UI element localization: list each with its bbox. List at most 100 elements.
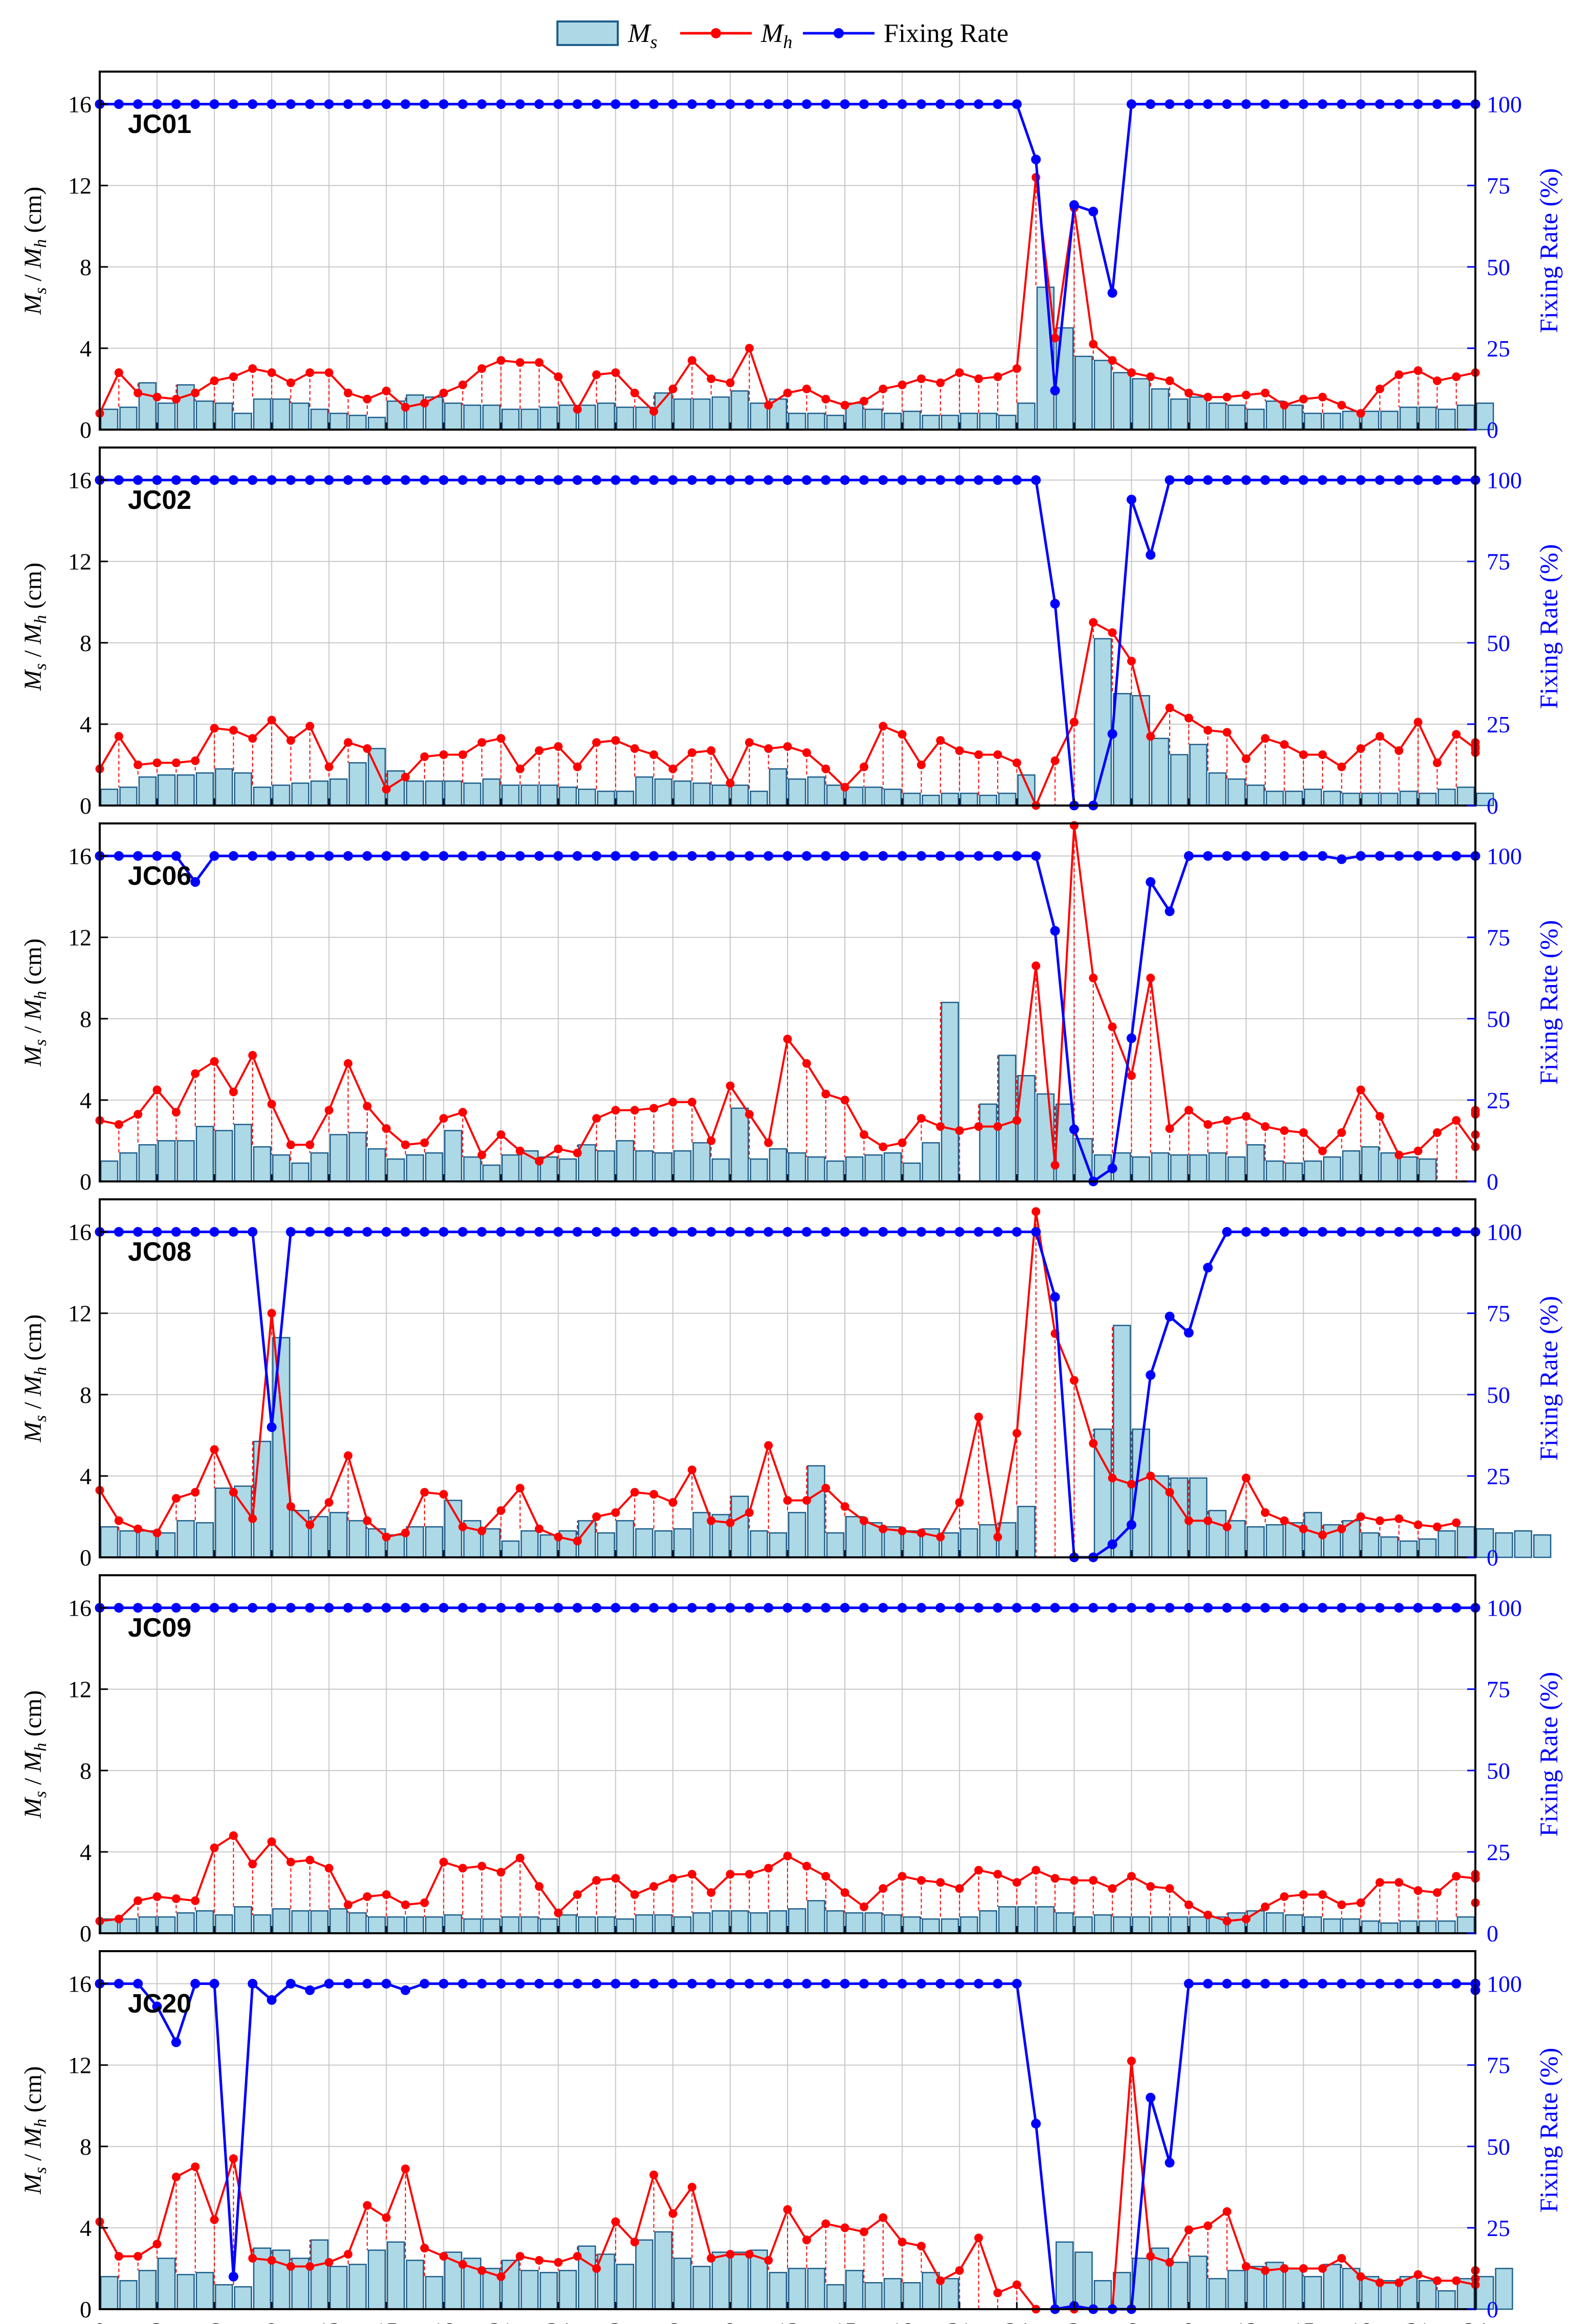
ms-bar [215,403,233,431]
ms-bar [845,1912,864,1934]
fixing-rate-point [821,1227,831,1237]
ms-bar [692,398,711,431]
ms-bar [960,792,978,807]
mh-point [267,1309,276,1318]
left-tick-label: 0 [80,2296,92,2322]
mh-point [879,1524,888,1533]
mh-line [99,1211,1457,1543]
ms-bar [291,1910,309,1934]
fixing-rate-point [190,1603,200,1613]
mh-point [802,1059,811,1068]
ms-bar [673,398,692,431]
ms-bar [922,1142,940,1182]
fixing-rate-point [782,1979,793,1989]
fixing-rate-point [152,851,162,861]
mh-point [554,1908,563,1917]
ms-bar [654,1152,672,1182]
mh-point [382,1890,391,1899]
mh-droplines [99,1211,1457,1557]
mh-point [1184,388,1194,397]
ms-bar [711,1158,730,1182]
mh-point [707,1136,716,1145]
fixing-rate-point [1451,99,1462,109]
mh-point [936,1878,945,1887]
mh-point [1375,1878,1384,1887]
ms-bar [425,2276,443,2310]
mh-point [917,1528,926,1537]
ms-bar [1361,1920,1380,1934]
fixing-rate-point [1375,1227,1385,1237]
ms-bar [1475,1528,1494,1558]
mh-point [1203,1120,1213,1129]
ms-bar [1246,1910,1265,1934]
fixing-rate-point [1203,475,1213,485]
right-tick-label: 0 [1487,793,1498,819]
fixing-rate-point [133,475,143,485]
ms-bar [807,412,825,431]
left-tick-label: 4 [80,1087,92,1113]
ms-bar [1456,405,1475,431]
mh-point [1242,754,1251,764]
ms-bar [692,783,711,807]
ms-bar [1266,1160,1284,1182]
ms-bar [845,403,864,431]
fixing-rate-point [362,99,372,109]
fixing-rate-point [515,1227,525,1237]
mh-point [611,1508,620,1517]
mh-point [668,764,678,773]
mh-point [1184,1106,1194,1115]
mh-point [630,744,639,753]
fixing-rate-point [1050,386,1060,396]
fixing-rate-point [152,475,162,485]
mh-point [668,1098,678,1107]
fixing-rate-point [591,851,601,861]
fixing-rate-point [286,1227,296,1237]
fixing-rate-point [1356,475,1366,485]
mh-point [229,1831,238,1840]
fixing-rate-point [343,1979,353,1989]
mh-point [630,388,639,397]
mh-point [1242,2262,1251,2271]
ms-bar [558,2270,577,2310]
ms-bar [1285,405,1303,431]
mh-point [840,1096,849,1105]
mh-point [114,368,123,377]
fixing-rate-point [1317,475,1328,485]
x-tick-label: 15 [833,2318,857,2324]
ms-bar [1418,792,1437,807]
ms-bar [864,786,883,807]
fixing-rate-point [439,1227,448,1237]
x-tick-label: 24 [1464,2318,1487,2324]
mh-point [1280,1892,1289,1901]
fixing-rate-point [954,475,964,485]
fixing-rate-point [229,99,239,109]
ms-bar [348,1912,367,1934]
ms-bar [597,2253,615,2310]
fixing-rate-point [152,2001,162,2012]
mh-point [324,1106,333,1115]
ms-bar [119,1918,138,1934]
mh-point [1222,728,1231,737]
fixing-rate-point [1356,99,1366,109]
ms-bar [387,1158,405,1182]
mh-point [1222,1522,1231,1531]
mh-point [592,1876,601,1885]
fixing-rate-point [1088,1603,1098,1613]
fixing-rate-point [171,851,181,861]
x-tick-label: 12 [317,2318,341,2324]
mh-point [286,1140,296,1149]
fixing-rate-point [1203,1979,1213,1989]
mh-point [955,1498,964,1507]
fixing-rate-point [324,475,334,485]
ms-bar [100,1160,119,1182]
ms-bar [138,1144,157,1182]
fixing-rate-point [515,851,525,861]
ms-bar [425,780,443,807]
fixing-rate-point [343,99,353,109]
fixing-rate-point [1451,851,1462,861]
fixing-rate-point [725,1227,735,1237]
ms-bar [501,1154,520,1182]
ms-bar [463,405,482,431]
mh-point [439,2252,448,2261]
fixing-rate-points [95,99,1480,396]
